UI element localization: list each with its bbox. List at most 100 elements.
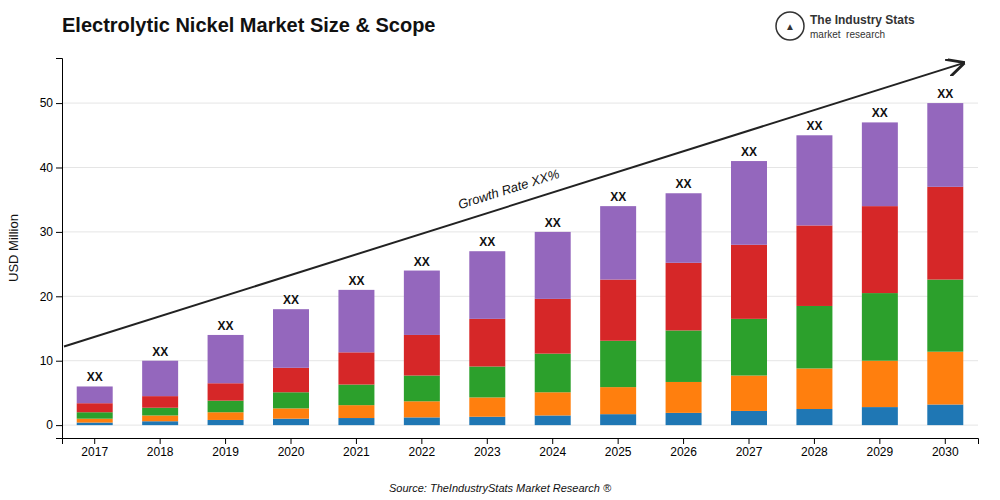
bar [208,420,244,425]
y-tick-mark [56,296,62,297]
bar [666,413,702,425]
bar [796,368,832,409]
x-tick: 2028 [801,438,828,459]
x-tick-label: 2018 [147,445,174,459]
y-tick: 30 [40,225,62,239]
growth-label: Growth Rate XX% [456,166,561,212]
x-tick-mark [94,438,95,444]
bar [600,414,636,425]
grid [62,103,978,425]
bar [77,419,113,423]
bar [862,361,898,407]
bar [666,330,702,382]
bar-label: XX [218,319,234,333]
logo-subtext: market research [810,29,885,40]
bar [338,418,374,425]
bar-label: XX [414,255,430,269]
x-tick-label: 2027 [736,445,763,459]
x-tick: 2025 [605,438,632,459]
bar [469,397,505,416]
bar [600,387,636,414]
bar [927,280,963,352]
x-tick: 2018 [147,438,174,459]
y-tick-mark [56,167,62,168]
bar [208,335,244,383]
bar [273,368,309,392]
x-tick-label: 2024 [539,445,566,459]
x-tick-mark [618,438,619,444]
bar-label: XX [610,190,626,204]
bar [927,405,963,426]
bar [666,263,702,331]
grid-line [62,167,978,168]
bar [535,232,571,299]
x-tick-mark [160,438,161,444]
bar-label: XX [872,106,888,120]
x-tick: 2017 [81,438,108,459]
plot: 2017201820192020202120222023202420252026… [40,59,979,459]
bar [142,408,178,416]
bar [142,415,178,421]
bar [600,341,636,387]
x-tick: 2030 [932,438,959,459]
bar [731,245,767,319]
bar [208,401,244,413]
bar-label: XX [806,119,822,133]
x-tick-label: 2020 [278,445,305,459]
bar [535,299,571,354]
x-tick: 2029 [867,438,894,459]
x-tick-label: 2030 [932,445,959,459]
x-tick-mark [814,438,815,444]
y-tick: 40 [40,161,62,175]
x-tick-label: 2026 [670,445,697,459]
bar [731,376,767,411]
bar [273,408,309,418]
bar [208,412,244,420]
bar [796,225,832,306]
logo-text: The Industry Stats [810,13,915,27]
bar [142,361,178,396]
x-tick: 2020 [278,438,305,459]
bar [731,161,767,245]
x-tick-mark [225,438,226,444]
bar [338,290,374,352]
y-tick-label: 0 [46,418,53,432]
x-tick-mark [945,438,946,444]
x-tick-label: 2019 [212,445,239,459]
bar [796,409,832,425]
bar [77,423,113,426]
x-tick: 2024 [539,438,566,459]
x-tick: 2019 [212,438,239,459]
y-tick-mark [56,232,62,233]
y-tick-label: 10 [40,354,54,368]
bar [273,309,309,368]
y-tick-label: 30 [40,225,54,239]
title: Electrolytic Nickel Market Size & Scope [62,14,436,36]
y-axis: 0 10 20 30 40 50 [40,59,63,439]
bar [862,293,898,361]
bar [862,122,898,206]
x-tick: 2023 [474,438,501,459]
x-tick: 2021 [343,438,370,459]
y-tick: 50 [40,96,62,110]
bar-label: XX [283,293,299,307]
source: Source: TheIndustryStats Market Research… [389,482,612,494]
bar [469,367,505,398]
bar-label: XX [676,177,692,191]
y-tick: 20 [40,290,62,304]
bar [469,251,505,319]
x-tick-mark [552,438,553,444]
logo-circle [776,12,804,40]
bar [469,417,505,425]
bar [77,412,113,418]
bar [535,354,571,393]
bar [208,383,244,400]
bar [338,405,374,418]
x-axis-line [63,439,979,445]
chart: 2017201820192020202120222023202420252026… [0,0,1000,500]
y-tick: 0 [46,418,62,432]
bar [273,419,309,425]
bar-label: XX [545,216,561,230]
logo: ▲The Industry Statsmarket research [776,12,915,40]
grid-line [62,296,978,297]
